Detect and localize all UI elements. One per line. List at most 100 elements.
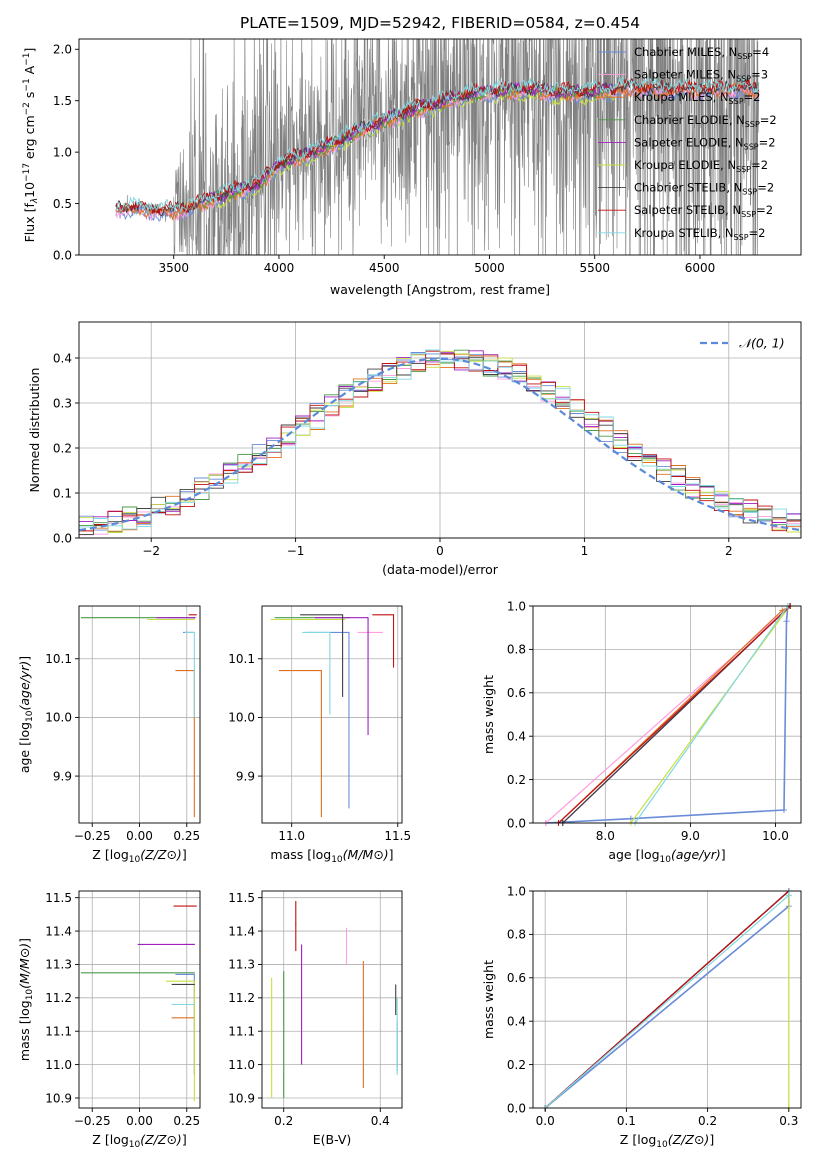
mass-vs-EBV-frame	[261, 890, 403, 1109]
legend-label-salpeter-elodie: Salpeter ELODIE, NSSP=2	[634, 135, 776, 151]
spectrum-ytick-label: 2.0	[53, 43, 72, 57]
mass-weight-vs-Z-ytick-label: 0.8	[507, 928, 526, 942]
legend-label-salpeter-miles: Salpeter MILES, NSSP=3	[634, 68, 768, 84]
model-line-kroupa-miles	[115, 81, 760, 221]
spectrum-legend: Chabrier MILES, NSSP=4 Salpeter MILES, NS…	[598, 45, 777, 242]
mass-vs-Z-ylabel: mass [log10(M/M⊙)]	[17, 938, 35, 1061]
age-vs-Z-panel: −0.25 0.00 0.25 9.9 10.0 10.1 Z [log10(Z/Z⊙)] a…	[17, 605, 201, 865]
mass-vs-EBV-xlabel: E(B-V)	[313, 1132, 352, 1147]
mass-weight-vs-age-ytick-label: 0.6	[507, 686, 526, 700]
age-vs-mass-panel: 11.0 11.5 9.9 10.0 10.1 mass [log10(M/M⊙)]	[228, 605, 411, 865]
cumulative-line-kroupa-elodie	[630, 605, 791, 824]
mass-weight-vs-Z-xtick-label: 0.0	[536, 1114, 555, 1128]
mass-weight-vs-Z-xlabel: Z [log10(Z/Z⊙)]	[620, 1132, 714, 1150]
spectrum-xtick-label: 5500	[579, 261, 610, 275]
residuals-xtick-label: 1	[581, 544, 589, 558]
spectrum-xtick-label: 6000	[685, 261, 716, 275]
mass-vs-Z-ytick-label: 11.4	[45, 924, 72, 938]
age-vs-Z-xtick-label: 0.25	[173, 829, 200, 843]
mass-weight-vs-Z-ytick-label: 0.4	[507, 1015, 526, 1029]
cumulative-line-salpeter-stelib	[558, 605, 791, 824]
age-vs-Z-ytick-label: 10.0	[45, 711, 72, 725]
mass-vs-EBV-ytick-label: 11.1	[228, 1025, 255, 1039]
mass-vs-EBV-xtick-label: 0.4	[371, 1114, 390, 1128]
mass-weight-vs-age-ytick-label: 0.8	[507, 643, 526, 657]
residuals-legend: 𝒩(0, 1)	[700, 336, 785, 351]
spectrum-ytick-label: 1.5	[53, 94, 72, 108]
mass-vs-Z-plot-area	[80, 905, 197, 1102]
mass-weight-vs-age-ytick-label: 1.0	[507, 599, 526, 613]
mass-vs-EBV-ytick-label: 11.3	[228, 958, 255, 972]
age-vs-mass-xtick-label: 11.5	[384, 829, 411, 843]
legend-label-kroupa-elodie: Kroupa ELODIE, NSSP=2	[634, 158, 768, 174]
legend-label-kroupa-miles: Kroupa MILES, NSSP=2	[634, 90, 760, 106]
mass-vs-EBV-ytick-label: 11.0	[228, 1058, 255, 1072]
residuals-xtick-label: 2	[725, 544, 733, 558]
residuals-xtick-label: −1	[287, 544, 305, 558]
spectrum-frame	[78, 38, 802, 256]
mass-vs-Z-xtick-label: 0.25	[173, 1114, 200, 1128]
age-vs-mass-ytick-label: 10.1	[228, 652, 255, 666]
legend-label-chabrier-miles: Chabrier MILES, NSSP=4	[634, 45, 769, 61]
age-vs-mass-plot-area	[270, 614, 395, 818]
mass-vs-EBV-panel: 0.2 0.4 10.9 11.0 11.1 11.2 11.3 11.4 11.5 E(B-V)	[228, 890, 403, 1147]
model-line-chabrier-stelib	[115, 78, 760, 217]
age-vs-Z-xtick-label: 0.00	[126, 829, 153, 843]
residuals-xlabel: (data-model)/error	[382, 562, 499, 577]
residuals-ytick-label: 0.4	[53, 351, 72, 365]
spectrum-ytick-label: 0.0	[53, 248, 72, 262]
spectrum-xtick-label: 4000	[264, 261, 295, 275]
legend-label-kroupa-stelib: Kroupa STELIB, NSSP=2	[634, 226, 765, 242]
mass-weight-vs-age-panel: 8.0 9.0 10.0 0.0 0.2 0.4 0.6 0.8 1.0 age [log10(a…	[481, 599, 802, 865]
age-vs-Z-ytick-label: 10.1	[45, 652, 72, 666]
residuals-ytick-label: 0.2	[53, 441, 72, 455]
spectrum-panel: 3500 4000 4500 5000 5500 6000 0.0 0.5 1.0 1.5 2.0 w…	[22, 38, 802, 297]
residuals-plot-area	[79, 349, 801, 538]
age-vs-Z-xtick-label: −0.25	[74, 829, 111, 843]
residuals-panel: −2 −1 0 1 2 0.0 0.1 0.2 0.3 0.4 (data-model)/error…	[27, 321, 802, 577]
mass-weight-vs-Z-xtick-label: 0.1	[617, 1114, 636, 1128]
residual-hist-kroupa-stelib	[79, 349, 801, 535]
spectrum-xtick-label: 5000	[474, 261, 505, 275]
spectrum-ytick-label: 1.0	[53, 145, 72, 159]
mass-vs-Z-ytick-label: 11.1	[45, 1025, 72, 1039]
age-vs-mass-ytick-label: 9.9	[236, 769, 255, 783]
gaussian-curve	[79, 357, 801, 532]
residuals-ytick-label: 0.0	[53, 531, 72, 545]
spectrum-xtick-label: 4500	[369, 261, 400, 275]
legend-label-salpeter-stelib: Salpeter STELIB, NSSP=2	[634, 203, 773, 219]
mass-vs-Z-ytick-label: 11.2	[45, 991, 72, 1005]
mass-weight-vs-Z-ytick-label: 0.6	[507, 971, 526, 985]
age-vs-Z-xlabel: Z [log10(Z/Z⊙)]	[92, 847, 186, 865]
mass-weight-vs-Z-ytick-label: 0.0	[507, 1101, 526, 1115]
model-line-kroupa-stelib	[115, 75, 760, 213]
mass-vs-Z-ytick-label: 11.3	[45, 958, 72, 972]
mass-vs-Z-xtick-label: −0.25	[74, 1114, 111, 1128]
mass-vs-Z-ytick-label: 11.5	[45, 891, 72, 905]
mass-weight-vs-age-xtick-label: 10.0	[762, 829, 789, 843]
mass-vs-EBV-xtick-label: 0.2	[274, 1114, 293, 1128]
age-vs-mass-xtick-label: 11.0	[278, 829, 305, 843]
data-spectrum-line	[115, 39, 760, 255]
mass-weight-vs-Z-ytick-label: 0.2	[507, 1058, 526, 1072]
cumulative-marker-chabrier-miles	[783, 618, 790, 625]
mass-weight-vs-Z-frame	[532, 890, 802, 1109]
legend-label-gaussian: 𝒩(0, 1)	[739, 336, 785, 351]
mass-vs-EBV-ytick-label: 11.4	[228, 924, 255, 938]
mass-weight-vs-Z-xtick-label: 0.3	[779, 1114, 798, 1128]
spectrum-ytick-label: 0.5	[53, 197, 72, 211]
residuals-xtick-label: −2	[142, 544, 160, 558]
mass-weight-vs-age-ytick-label: 0.4	[507, 730, 526, 744]
cumulative-line-kroupa-stelib	[634, 605, 789, 824]
legend-label-chabrier-stelib: Chabrier STELIB, NSSP=2	[634, 181, 774, 197]
mass-weight-vs-age-xtick-label: 9.0	[681, 829, 700, 843]
age-vs-Z-plot-area	[80, 614, 197, 818]
mass-weight-vs-Z-xtick-label: 0.2	[698, 1114, 717, 1128]
spectrum-plot-area	[115, 39, 760, 255]
spectrum-xtick-label: 3500	[158, 261, 189, 275]
mass-weight-vs-age-ytick-label: 0.2	[507, 773, 526, 787]
mass-vs-EBV-ytick-label: 11.5	[228, 891, 255, 905]
age-vs-mass-ytick-label: 10.0	[228, 711, 255, 725]
age-vs-Z-ylabel: age [log10(age/yr)]	[17, 656, 35, 773]
